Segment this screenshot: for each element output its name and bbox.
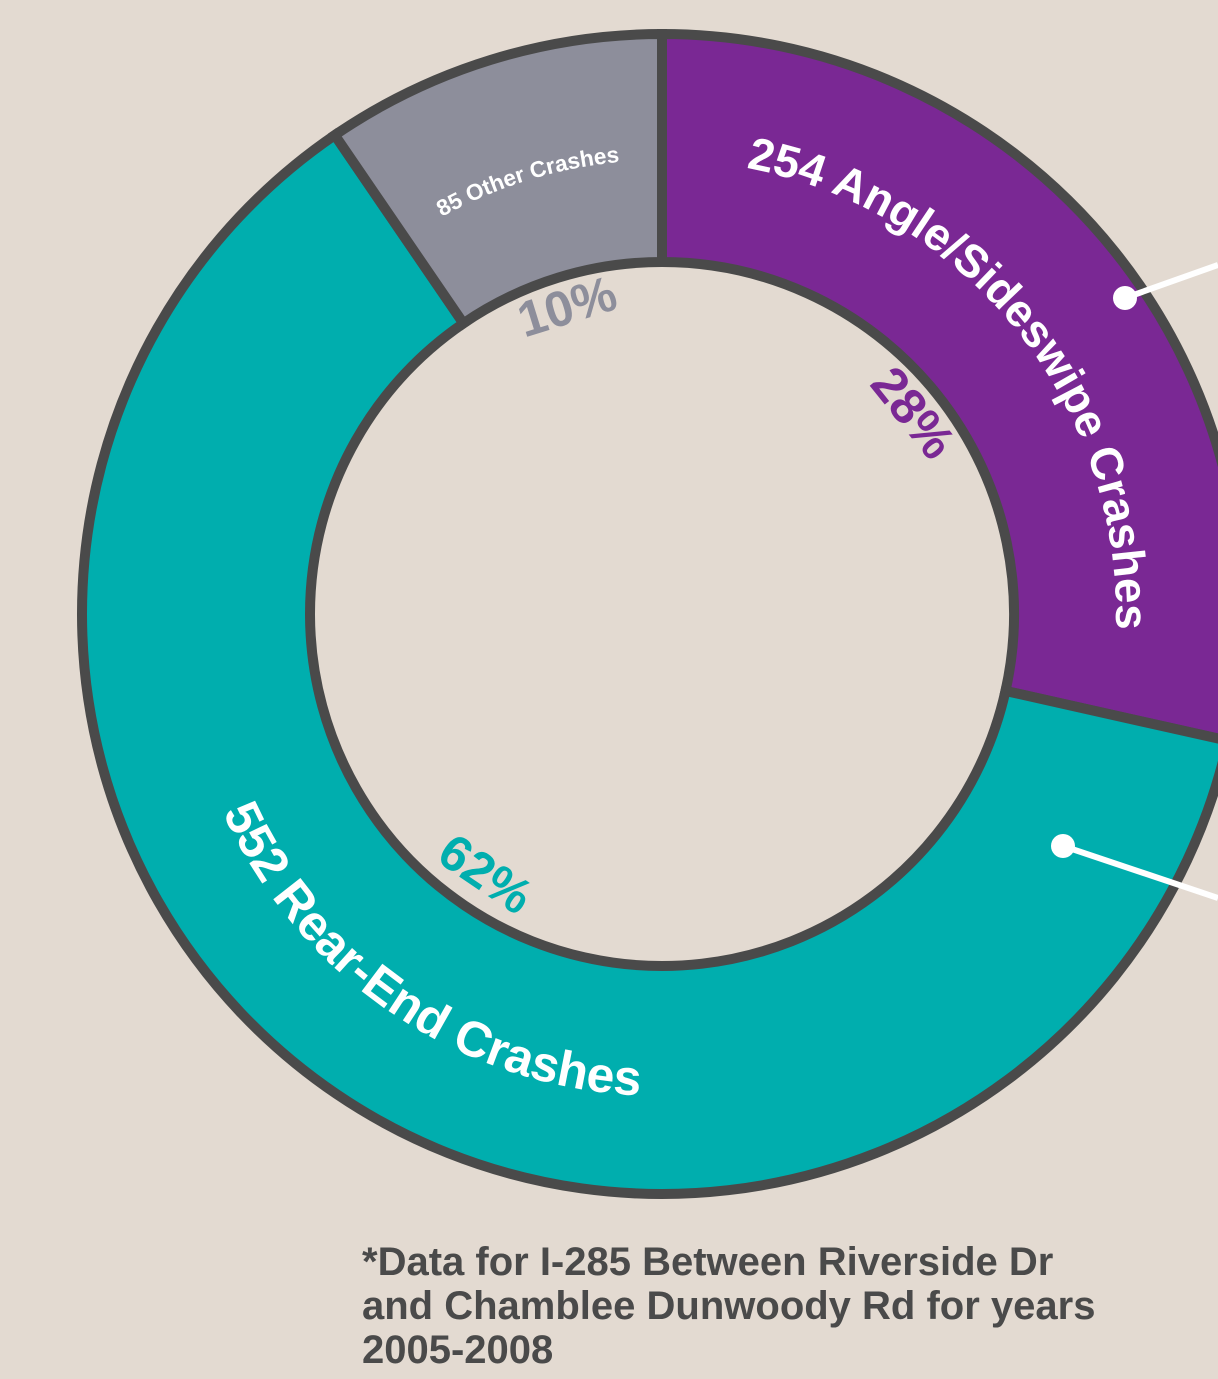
- segment: [327, 28, 667, 331]
- segment: [657, 28, 1218, 744]
- footnote-line: and Chamblee Dunwoody Rd for years: [362, 1284, 1095, 1328]
- leader-dot: [1051, 834, 1075, 858]
- segment: [77, 128, 1218, 1199]
- leader-dot: [1113, 286, 1137, 310]
- leader-line: [1062, 843, 1218, 901]
- leader-line: [1123, 262, 1218, 301]
- ring: [77, 28, 1218, 1199]
- footnote-line: 2005-2008: [362, 1328, 553, 1372]
- footnote-line: *Data for I-285 Between Riverside Dr: [362, 1240, 1053, 1284]
- footnote: *Data for I-285 Between Riverside Drand …: [362, 1240, 1095, 1372]
